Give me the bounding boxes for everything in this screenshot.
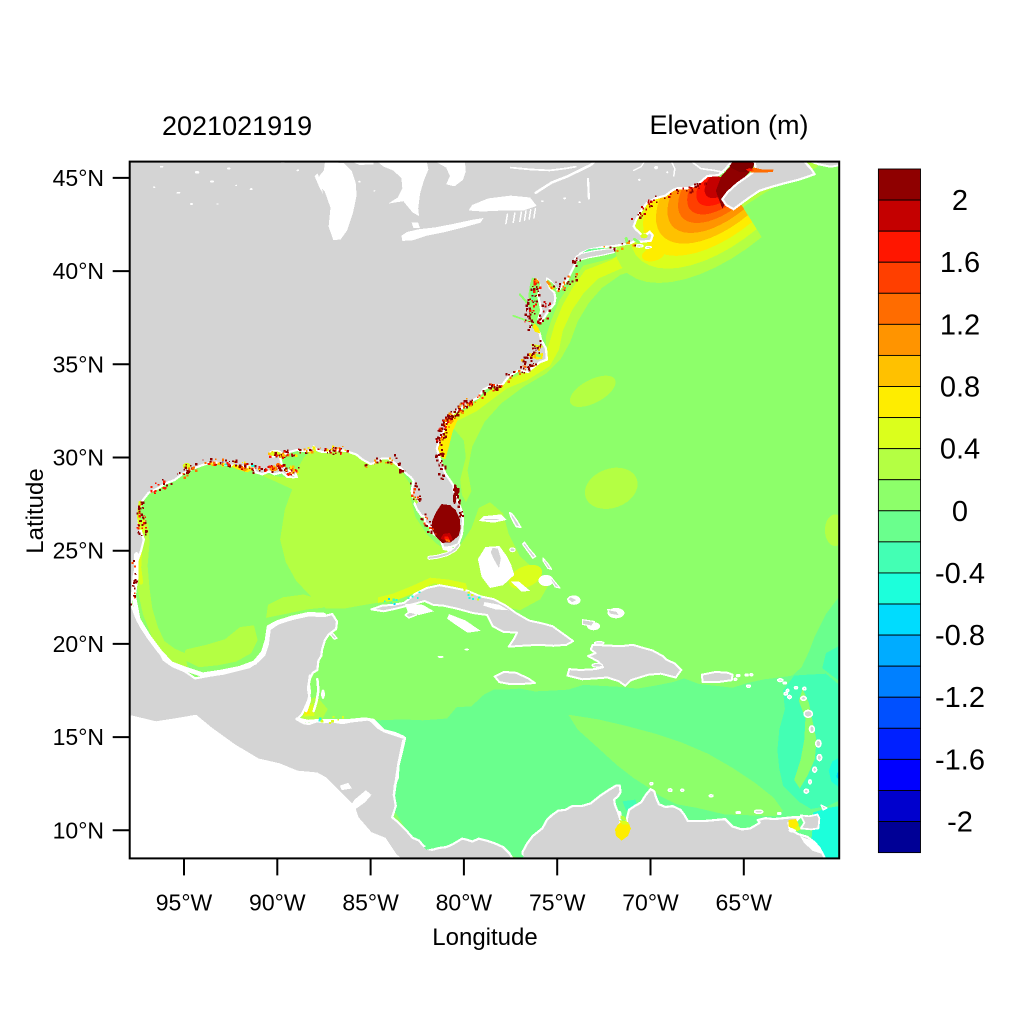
svg-text:75°W: 75°W [529, 890, 586, 916]
svg-text:30°N: 30°N [53, 445, 104, 471]
svg-text:Latitude: Latitude [22, 468, 49, 553]
svg-text:80°W: 80°W [436, 890, 493, 916]
svg-text:Elevation (m): Elevation (m) [649, 110, 808, 140]
svg-text:1.2: 1.2 [940, 309, 980, 341]
svg-text:0: 0 [952, 496, 968, 528]
svg-text:65°W: 65°W [716, 890, 773, 916]
svg-text:0.8: 0.8 [940, 372, 980, 404]
svg-text:-1.6: -1.6 [935, 744, 985, 776]
svg-text:-0.8: -0.8 [935, 620, 985, 652]
svg-text:95°W: 95°W [156, 890, 213, 916]
svg-text:70°W: 70°W [622, 890, 679, 916]
svg-text:10°N: 10°N [53, 817, 104, 843]
svg-text:Longitude: Longitude [432, 924, 537, 951]
svg-text:1.6: 1.6 [940, 247, 980, 279]
svg-text:25°N: 25°N [53, 538, 104, 564]
svg-text:2021021919: 2021021919 [162, 111, 312, 141]
svg-text:-2: -2 [947, 807, 973, 839]
svg-text:15°N: 15°N [53, 724, 104, 750]
svg-text:0.4: 0.4 [940, 434, 980, 466]
svg-text:40°N: 40°N [53, 258, 104, 284]
svg-text:45°N: 45°N [53, 165, 104, 191]
svg-text:85°W: 85°W [342, 890, 399, 916]
svg-text:35°N: 35°N [53, 351, 104, 377]
svg-text:90°W: 90°W [249, 890, 306, 916]
svg-text:-0.4: -0.4 [935, 558, 985, 590]
svg-text:2: 2 [952, 185, 968, 217]
svg-text:20°N: 20°N [53, 631, 104, 657]
svg-text:-1.2: -1.2 [935, 682, 985, 714]
